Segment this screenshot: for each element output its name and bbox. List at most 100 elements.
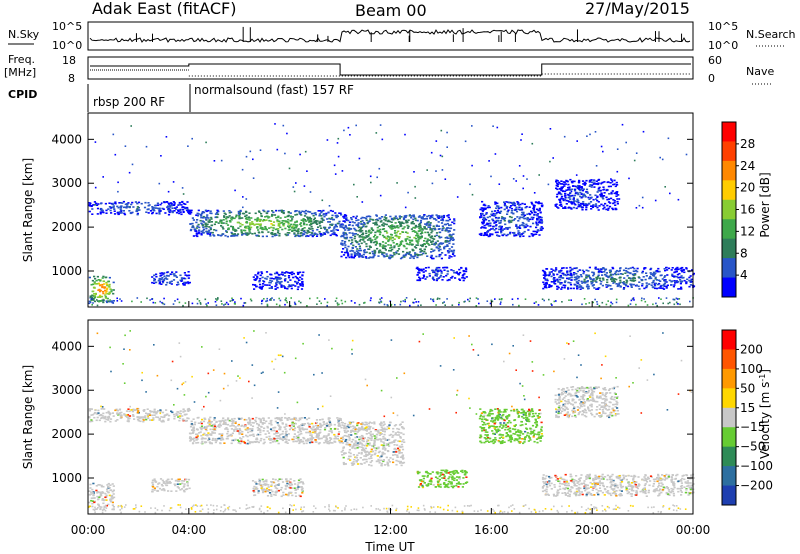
echo-cell xyxy=(602,150,604,153)
echo-cell xyxy=(303,428,306,430)
echo-cell xyxy=(179,209,182,212)
echo-cell xyxy=(417,301,420,303)
echo-cell xyxy=(443,301,445,303)
echo-cell xyxy=(619,276,622,279)
echo-cell xyxy=(536,219,539,221)
echo-cell xyxy=(138,416,141,418)
echo-cell xyxy=(294,229,297,232)
echo-cell xyxy=(173,203,176,206)
echo-cell xyxy=(170,280,173,283)
echo-cell xyxy=(287,225,290,227)
echo-cell xyxy=(178,412,181,415)
echo-cell xyxy=(208,424,211,427)
echo-cell xyxy=(353,227,356,230)
echo-cell xyxy=(448,279,451,281)
echo-cell xyxy=(423,248,426,251)
echo-cell xyxy=(375,215,378,217)
echo-cell xyxy=(459,271,462,274)
echo-cell xyxy=(269,277,272,280)
echo-cell xyxy=(282,210,285,212)
echo-cell xyxy=(279,438,282,440)
echo-cell xyxy=(660,284,663,287)
echo-cell xyxy=(570,276,573,278)
echo-cell xyxy=(661,158,664,161)
echo-cell xyxy=(669,192,671,195)
freq-tick-high: 18 xyxy=(62,54,76,67)
echo-cell xyxy=(184,274,187,276)
echo-cell xyxy=(302,436,305,439)
echo-cell xyxy=(292,438,295,441)
echo-cell xyxy=(245,442,248,445)
echo-cell xyxy=(414,217,417,220)
echo-cell xyxy=(161,207,164,210)
echo-cell xyxy=(585,274,588,277)
echo-cell xyxy=(307,218,310,221)
echo-cell xyxy=(419,244,422,247)
echo-cell xyxy=(589,278,593,280)
echo-cell xyxy=(376,176,378,179)
echo-cell xyxy=(575,278,578,280)
echo-cell xyxy=(382,244,385,246)
echo-cell xyxy=(359,238,362,241)
echo-cell xyxy=(680,280,684,282)
echo-cell xyxy=(497,217,500,219)
echo-cell xyxy=(331,442,334,444)
echo-cell xyxy=(363,249,366,251)
echo-cell xyxy=(637,285,640,288)
echo-cell xyxy=(533,206,536,209)
echo-cell xyxy=(303,215,307,217)
echo-cell xyxy=(564,206,567,208)
echo-cell xyxy=(108,300,111,303)
echo-cell xyxy=(442,266,445,269)
echo-cell xyxy=(641,196,644,199)
echo-cell xyxy=(461,277,464,279)
echo-cell xyxy=(287,286,290,288)
echo-cell xyxy=(330,224,333,226)
echo-cell xyxy=(644,267,647,269)
echo-cell xyxy=(430,248,433,250)
echo-cell xyxy=(610,278,613,281)
echo-cell xyxy=(270,223,273,225)
echo-cell xyxy=(566,180,569,183)
echo-cell xyxy=(179,410,182,412)
echo-cell xyxy=(386,255,389,257)
echo-cell xyxy=(438,266,441,269)
echo-cell xyxy=(571,181,574,184)
echo-cell xyxy=(657,267,660,270)
echo-cell xyxy=(371,252,375,255)
echo-cell xyxy=(173,417,176,420)
echo-cell xyxy=(264,433,267,435)
echo-cell xyxy=(496,211,499,214)
echo-cell xyxy=(593,182,596,185)
echo-cell xyxy=(294,422,297,425)
echo-cell xyxy=(353,221,356,224)
echo-cell xyxy=(462,279,465,282)
echo-cell xyxy=(226,435,229,438)
echo-cell xyxy=(374,244,377,246)
echo-cell xyxy=(253,232,256,235)
echo-cell xyxy=(644,300,647,303)
echo-cell xyxy=(412,222,415,225)
echo-cell xyxy=(270,232,273,234)
echo-cell xyxy=(159,280,162,282)
echo-cell xyxy=(232,227,235,229)
echo-cell xyxy=(190,420,193,423)
echo-cell xyxy=(551,304,553,306)
echo-cell xyxy=(392,427,395,430)
echo-cell xyxy=(230,211,233,214)
echo-cell xyxy=(624,267,628,270)
echo-cell xyxy=(649,268,652,271)
echo-cell xyxy=(200,222,203,225)
echo-cell xyxy=(427,226,430,228)
echo-cell xyxy=(373,252,376,254)
echo-cell xyxy=(573,189,577,192)
echo-cell xyxy=(512,219,515,221)
echo-cell xyxy=(259,420,262,422)
echo-cell xyxy=(611,277,614,280)
echo-cell xyxy=(230,231,233,234)
echo-cell xyxy=(360,220,363,223)
echo-cell xyxy=(275,209,277,212)
echo-cell xyxy=(380,297,383,299)
echo-cell xyxy=(158,282,161,285)
echo-cell xyxy=(611,266,614,269)
